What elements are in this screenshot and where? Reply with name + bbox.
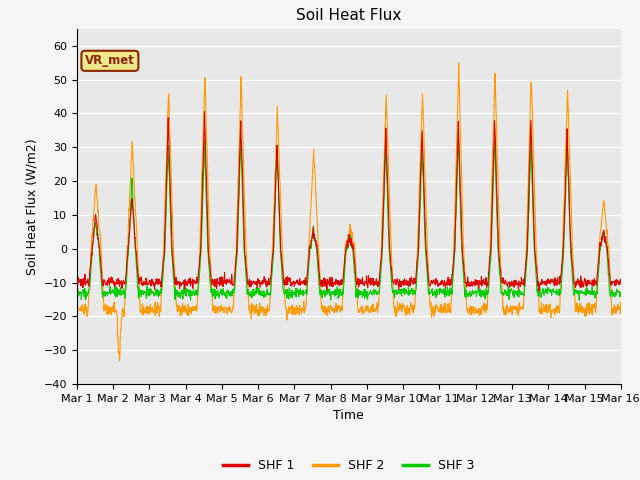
Legend: SHF 1, SHF 2, SHF 3: SHF 1, SHF 2, SHF 3 — [218, 454, 479, 477]
Line: SHF 3: SHF 3 — [77, 134, 640, 300]
SHF 3 — [589, 290, 597, 296]
SHF 2 — [116, 358, 124, 364]
SHF 2 — [341, 246, 349, 252]
SHF 1 — [504, 281, 512, 287]
SHF 1 — [341, 252, 349, 258]
SHF 2 — [73, 304, 81, 310]
Text: VR_met: VR_met — [85, 54, 135, 67]
SHF 3 — [164, 163, 172, 169]
SHF 2 — [504, 310, 512, 315]
SHF 3 — [504, 291, 512, 297]
SHF 2 — [455, 60, 463, 66]
SHF 3 — [575, 297, 583, 303]
Title: Soil Heat Flux: Soil Heat Flux — [296, 9, 401, 24]
Line: SHF 2: SHF 2 — [77, 63, 640, 361]
Line: SHF 1: SHF 1 — [77, 112, 640, 291]
SHF 2 — [589, 302, 597, 308]
SHF 1 — [535, 288, 543, 294]
SHF 3 — [454, 131, 462, 137]
SHF 1 — [589, 283, 597, 289]
SHF 3 — [73, 294, 81, 300]
Y-axis label: Soil Heat Flux (W/m2): Soil Heat Flux (W/m2) — [25, 138, 38, 275]
SHF 1 — [164, 146, 172, 152]
SHF 1 — [201, 109, 209, 115]
SHF 2 — [164, 110, 172, 116]
SHF 1 — [352, 277, 360, 283]
SHF 1 — [73, 280, 81, 286]
SHF 3 — [352, 286, 360, 291]
SHF 3 — [341, 269, 349, 275]
SHF 2 — [352, 273, 360, 278]
X-axis label: Time: Time — [333, 409, 364, 422]
